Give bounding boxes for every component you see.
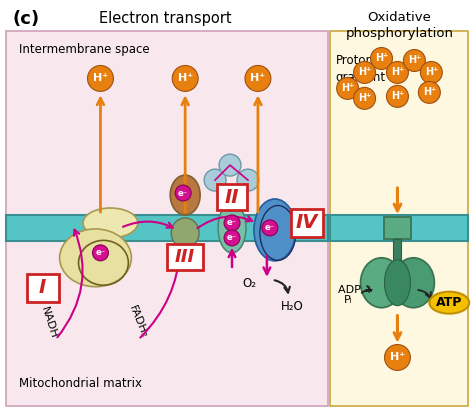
- Text: Intermembrane space: Intermembrane space: [19, 42, 149, 56]
- FancyBboxPatch shape: [217, 184, 247, 210]
- Circle shape: [224, 230, 240, 246]
- Circle shape: [354, 61, 375, 83]
- Polygon shape: [330, 30, 468, 406]
- Circle shape: [403, 49, 425, 71]
- Ellipse shape: [171, 218, 199, 248]
- Text: H⁺: H⁺: [250, 73, 265, 84]
- Ellipse shape: [384, 260, 410, 306]
- Text: H⁺: H⁺: [408, 56, 421, 66]
- Circle shape: [88, 66, 113, 91]
- Text: H⁺: H⁺: [341, 83, 354, 94]
- Text: Proton
gradient: Proton gradient: [336, 54, 386, 84]
- Text: IV: IV: [296, 213, 318, 232]
- FancyBboxPatch shape: [291, 209, 323, 237]
- Text: H⁺: H⁺: [375, 54, 388, 63]
- Bar: [393, 239, 401, 261]
- Ellipse shape: [170, 175, 200, 215]
- Circle shape: [172, 66, 198, 91]
- Bar: [383, 217, 411, 239]
- Text: II: II: [225, 187, 239, 206]
- Text: e⁻: e⁻: [265, 223, 275, 232]
- Polygon shape: [6, 30, 328, 406]
- Ellipse shape: [218, 203, 246, 253]
- FancyBboxPatch shape: [27, 274, 59, 302]
- Text: Mitochondrial matrix: Mitochondrial matrix: [19, 377, 142, 391]
- Text: NADH: NADH: [39, 305, 58, 339]
- Text: H⁺: H⁺: [423, 87, 436, 97]
- Text: e⁻: e⁻: [178, 189, 188, 197]
- Circle shape: [262, 220, 278, 236]
- Text: H⁺: H⁺: [391, 68, 404, 77]
- Circle shape: [245, 66, 271, 91]
- Circle shape: [420, 61, 442, 83]
- Circle shape: [386, 61, 409, 83]
- Circle shape: [224, 215, 240, 231]
- Circle shape: [386, 85, 409, 108]
- Text: III: III: [175, 248, 195, 266]
- Text: (c): (c): [13, 9, 40, 28]
- Text: H⁺: H⁺: [358, 94, 371, 103]
- Text: Oxidative
phosphorylation: Oxidative phosphorylation: [346, 11, 454, 40]
- FancyBboxPatch shape: [167, 244, 203, 270]
- Text: e⁻: e⁻: [95, 248, 106, 258]
- Text: Pᵢ: Pᵢ: [344, 295, 352, 305]
- Circle shape: [237, 169, 259, 191]
- Text: e⁻: e⁻: [227, 233, 237, 242]
- Text: H⁺: H⁺: [93, 73, 108, 84]
- Text: Electron transport: Electron transport: [99, 11, 232, 26]
- Text: H⁺: H⁺: [390, 353, 405, 363]
- Circle shape: [354, 87, 375, 109]
- Text: O₂: O₂: [242, 277, 256, 290]
- Ellipse shape: [392, 258, 434, 308]
- Bar: [6, 215, 328, 241]
- Text: ATP: ATP: [436, 296, 463, 309]
- Circle shape: [92, 245, 109, 261]
- Bar: [330, 215, 468, 241]
- Text: I: I: [39, 278, 46, 297]
- Text: H⁺: H⁺: [391, 91, 404, 101]
- Circle shape: [337, 77, 359, 99]
- Circle shape: [384, 344, 410, 370]
- Circle shape: [204, 169, 226, 191]
- Ellipse shape: [60, 229, 131, 287]
- Circle shape: [175, 185, 191, 201]
- Text: H⁺: H⁺: [178, 73, 193, 84]
- Circle shape: [219, 154, 241, 176]
- Ellipse shape: [254, 199, 296, 261]
- Text: H⁺: H⁺: [358, 68, 371, 77]
- Text: FADH₂: FADH₂: [127, 304, 149, 339]
- Text: H⁺: H⁺: [425, 68, 438, 77]
- Text: H₂O: H₂O: [281, 300, 303, 313]
- Ellipse shape: [429, 292, 469, 314]
- Ellipse shape: [361, 258, 402, 308]
- Text: e⁻: e⁻: [227, 218, 237, 227]
- Circle shape: [371, 47, 392, 70]
- Text: ADP +: ADP +: [337, 285, 374, 295]
- Circle shape: [419, 82, 440, 103]
- Ellipse shape: [83, 208, 138, 238]
